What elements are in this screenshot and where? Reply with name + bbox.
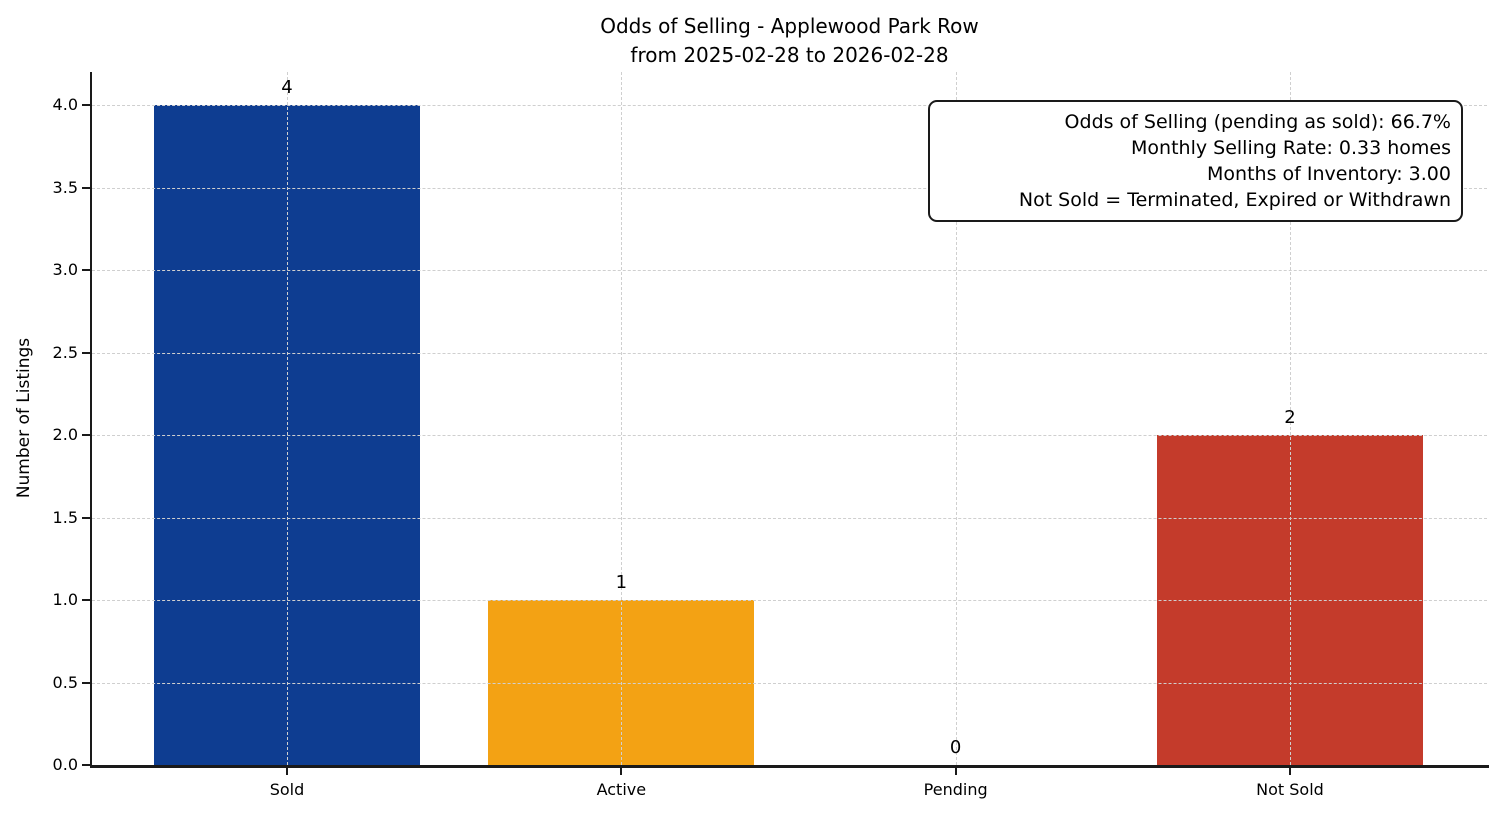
y-tick-mark <box>82 516 90 519</box>
y-tick-label: 3.5 <box>52 177 78 197</box>
x-tick-label-not-sold: Not Sold <box>1256 780 1324 799</box>
bar-value-label: 2 <box>1284 407 1296 428</box>
h-gridline <box>92 187 1487 189</box>
h-gridline <box>92 435 1487 436</box>
bar-value-label: 1 <box>615 572 628 593</box>
x-tick-label-pending: Pending <box>923 780 988 799</box>
h-gridline <box>92 270 1487 271</box>
annotation-not-sold-definition: Not Sold = Terminated, Expired or Withdr… <box>1018 189 1451 211</box>
y-tick-label: 4.0 <box>52 95 78 114</box>
v-gridline <box>621 72 623 765</box>
annotation-odds-of-selling: Odds of Selling (pending as sold): 66.7% <box>1064 111 1451 133</box>
h-gridline <box>92 517 1487 519</box>
x-tick-mark <box>954 768 957 775</box>
annotation-months-of-inventory: Months of Inventory: 3.00 <box>1207 163 1451 185</box>
y-tick-label: 3.0 <box>52 260 78 279</box>
bar-value-label: 0 <box>949 737 962 758</box>
chart-title-line1: Odds of Selling - Applewood Park Row <box>600 14 979 38</box>
x-tick-mark <box>286 768 288 775</box>
annotation-monthly-selling-rate: Monthly Selling Rate: 0.33 homes <box>1131 137 1451 159</box>
y-axis-spine <box>90 72 92 765</box>
y-tick-mark <box>82 681 90 684</box>
y-tick-mark <box>82 434 90 436</box>
y-tick-mark <box>82 186 90 189</box>
h-gridline <box>92 600 1487 601</box>
y-tick-mark <box>82 269 90 271</box>
y-tick-label: 2.0 <box>52 425 78 444</box>
x-tick-label-active: Active <box>596 780 647 799</box>
bar-value-label: 4 <box>281 77 293 98</box>
h-gridline <box>92 682 1487 684</box>
v-gridline <box>287 72 288 765</box>
y-tick-label: 0.5 <box>52 672 78 692</box>
y-tick-mark <box>82 351 90 354</box>
y-tick-label: 1.0 <box>52 590 78 609</box>
y-tick-mark <box>82 599 90 601</box>
x-axis-spine <box>90 765 1489 768</box>
v-gridline <box>955 72 957 765</box>
x-tick-mark <box>1288 768 1291 775</box>
y-tick-label: 2.5 <box>52 342 78 362</box>
h-gridline <box>92 352 1487 354</box>
v-gridline <box>1289 72 1291 765</box>
chart-title: Odds of Selling - Applewood Park Row fro… <box>92 12 1487 70</box>
x-tick-mark <box>620 768 623 775</box>
y-tick-mark <box>82 764 90 766</box>
y-tick-label: 1.5 <box>52 507 78 527</box>
y-tick-mark <box>82 104 90 106</box>
x-tick-label-sold: Sold <box>269 780 305 799</box>
stats-annotation-box: Odds of Selling (pending as sold): 66.7%… <box>928 100 1463 222</box>
chart-title-line2: from 2025-02-28 to 2026-02-28 <box>630 43 949 67</box>
y-tick-label: 0.0 <box>52 755 78 774</box>
h-gridline <box>92 105 1487 106</box>
